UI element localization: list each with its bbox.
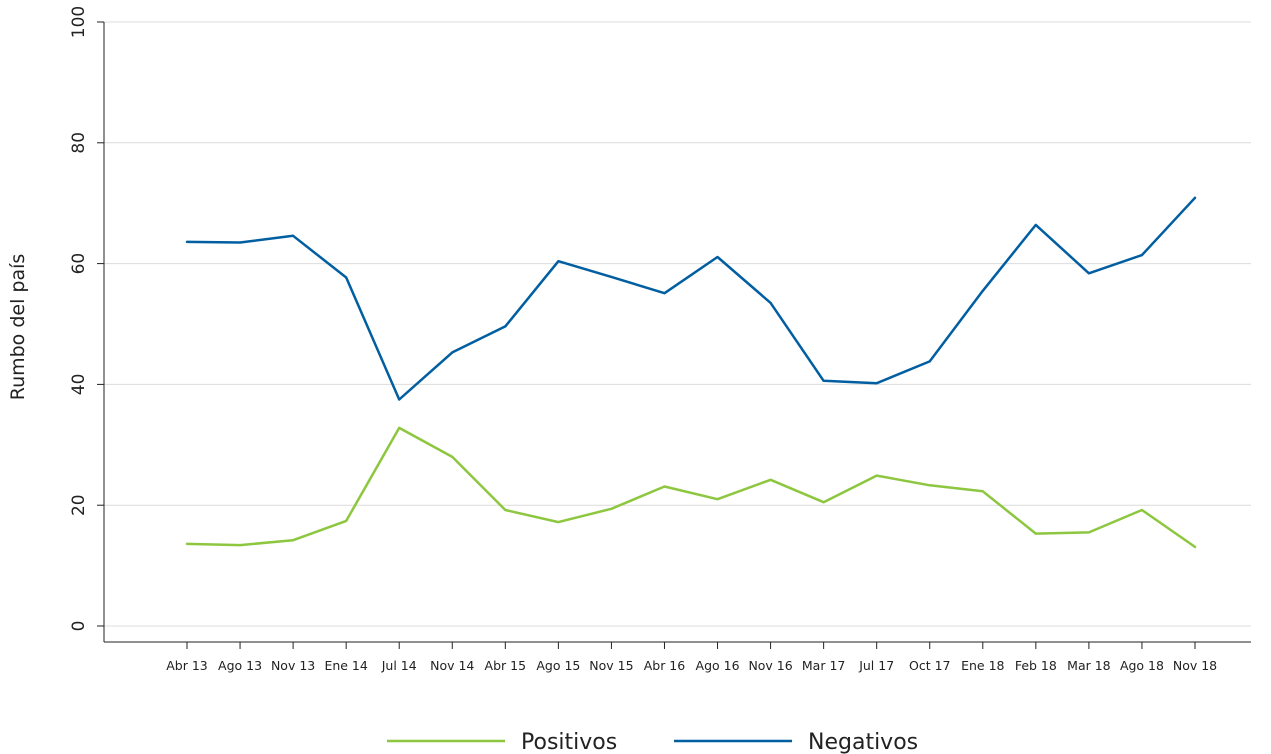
x-tick-label: Mar 18	[1067, 658, 1111, 673]
x-tick-label: Jul 14	[381, 658, 417, 673]
x-tick-label: Ago 16	[696, 658, 740, 673]
x-tick-label: Ago 18	[1120, 658, 1164, 673]
x-tick-label: Abr 16	[644, 658, 686, 673]
y-tick-label: 0	[69, 621, 89, 632]
x-tick-label: Nov 18	[1173, 658, 1217, 673]
x-tick-label: Feb 18	[1015, 658, 1057, 673]
gridlines	[104, 21, 1251, 627]
axes	[103, 22, 1251, 643]
x-tick-label: Nov 16	[748, 658, 792, 673]
y-tick-label: 40	[69, 374, 89, 396]
x-tick-label: Abr 13	[166, 658, 208, 673]
x-tick-label: Ene 18	[961, 658, 1004, 673]
x-tick-label: Oct 17	[909, 658, 951, 673]
legend-label-positivos: Positivos	[521, 730, 617, 754]
series-lines	[185, 196, 1197, 549]
y-axis-label: Rumbo del país	[7, 254, 29, 401]
x-tick-label: Nov 15	[589, 658, 633, 673]
x-tick-label: Nov 13	[271, 658, 315, 673]
y-tick-label: 100	[69, 6, 89, 38]
series-line-negativos	[185, 196, 1197, 401]
y-tick-label: 60	[69, 253, 89, 275]
x-tick-label: Nov 14	[430, 658, 474, 673]
y-ticks: 0 20 40 60 80 100	[69, 6, 104, 632]
x-tick-label: Ago 13	[218, 658, 262, 673]
x-tick-label: Ago 15	[536, 658, 580, 673]
x-ticks: Abr 13 Ago 13 Nov 13 Ene 14 Jul 14 Nov 14 Abr …	[166, 642, 1217, 673]
x-tick-label: Jul 17	[858, 658, 894, 673]
y-tick-label: 80	[69, 132, 89, 154]
y-tick-label: 20	[69, 494, 89, 516]
x-tick-label: Mar 17	[802, 658, 845, 673]
x-tick-label: Ene 14	[324, 658, 367, 673]
series-line-positivos	[185, 426, 1197, 549]
legend-label-negativos: Negativos	[808, 730, 918, 754]
legend: Positivos Negativos	[387, 730, 918, 754]
x-tick-label: Abr 15	[485, 658, 527, 673]
